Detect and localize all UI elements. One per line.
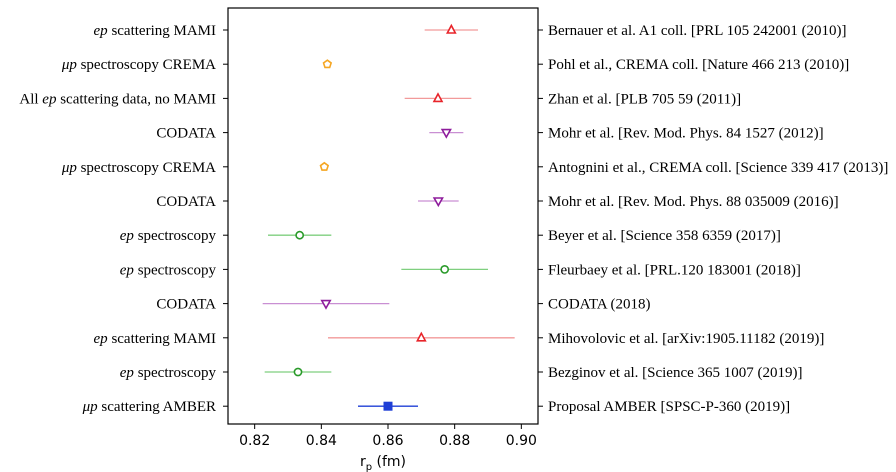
experiment-label: ep spectroscopy bbox=[120, 262, 217, 278]
data-point-triangle-down bbox=[320, 299, 332, 310]
experiment-label: CODATA bbox=[156, 126, 216, 142]
plot-marks bbox=[262, 23, 515, 411]
experiment-label: CODATA bbox=[156, 194, 216, 210]
data-point-triangle-up bbox=[446, 23, 457, 34]
data-point-triangle-down bbox=[432, 197, 444, 208]
experiment-label: μp scattering AMBER bbox=[82, 399, 216, 415]
data-point-circle bbox=[295, 230, 305, 240]
reference-labels: Bernauer et al. A1 coll. [PRL 105 242001… bbox=[548, 23, 888, 415]
reference-label: Mohr et al. [Rev. Mod. Phys. 88 035009 (… bbox=[548, 194, 839, 210]
data-point-pentagon bbox=[319, 161, 330, 171]
experiment-labels: ep scattering MAMI μp spectroscopy CREMA A… bbox=[19, 23, 216, 415]
x-tick-label: 0.84 bbox=[306, 433, 337, 449]
x-tick-label: 0.90 bbox=[506, 433, 537, 449]
plot-border bbox=[227, 7, 539, 425]
plot-frame bbox=[223, 7, 543, 425]
experiment-label: ep spectroscopy bbox=[120, 365, 217, 381]
data-point-triangle-down bbox=[440, 128, 452, 139]
reference-label: Bezginov et al. [Science 365 1007 (2019)… bbox=[548, 365, 803, 381]
experiment-label: ep scattering MAMI bbox=[94, 23, 216, 39]
data-point-circle bbox=[293, 367, 303, 377]
reference-label: Antognini et al., CREMA coll. [Science 3… bbox=[548, 160, 888, 176]
experiment-label: μp spectroscopy CREMA bbox=[61, 160, 216, 176]
reference-label: Pohl et al., CREMA coll. [Nature 466 213… bbox=[548, 57, 849, 73]
x-tick-label: 0.82 bbox=[239, 433, 270, 449]
experiment-label: ep spectroscopy bbox=[120, 228, 217, 244]
reference-label: Mohr et al. [Rev. Mod. Phys. 84 1527 (20… bbox=[548, 126, 824, 142]
data-point-triangle-up bbox=[416, 331, 427, 342]
experiment-label: ep scattering MAMI bbox=[94, 331, 216, 347]
data-point-triangle-up bbox=[432, 92, 444, 103]
experiment-label: All ep scattering data, no MAMI bbox=[19, 91, 216, 107]
reference-label: Fleurbaey et al. [PRL.120 183001 (2018)] bbox=[548, 262, 801, 278]
reference-label: CODATA (2018) bbox=[548, 297, 651, 313]
x-axis-label: rp (fm) bbox=[360, 454, 406, 472]
x-tick-label: 0.86 bbox=[372, 433, 403, 449]
experiment-label: CODATA bbox=[156, 297, 216, 313]
reference-label: Mihovolovic et al. [arXiv:1905.11182 (20… bbox=[548, 331, 824, 347]
reference-label: Bernauer et al. A1 coll. [PRL 105 242001… bbox=[548, 23, 847, 39]
reference-label: Zhan et al. [PLB 705 59 (2011)] bbox=[548, 91, 741, 107]
data-point-pentagon bbox=[322, 59, 333, 69]
x-tick-label: 0.88 bbox=[439, 433, 470, 449]
reference-label: Beyer et al. [Science 358 6359 (2017)] bbox=[548, 228, 781, 244]
data-point-square bbox=[383, 401, 393, 411]
data-point-circle bbox=[440, 264, 450, 274]
experiment-label: μp spectroscopy CREMA bbox=[61, 57, 216, 73]
x-axis: 0.82 0.84 0.86 0.88 0.90 rp (fm) bbox=[239, 424, 537, 472]
reference-label: Proposal AMBER [SPSC-P-360 (2019)] bbox=[548, 399, 790, 415]
